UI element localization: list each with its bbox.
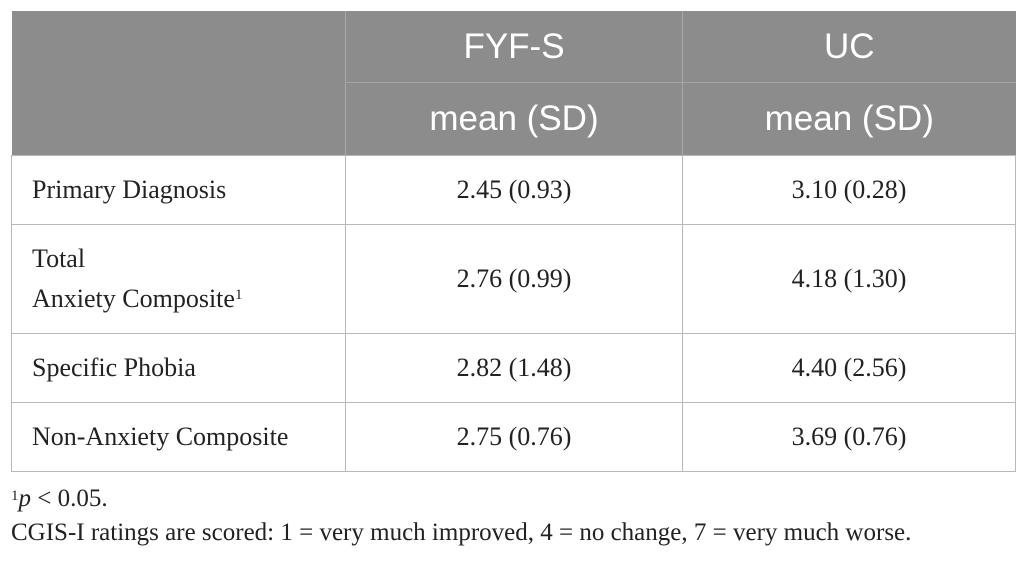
table-row: Non-Anxiety Composite 2.75 (0.76) 3.69 (…	[11, 402, 1016, 472]
uc-value: 3.69 (0.76)	[682, 402, 1016, 472]
table-body: Primary Diagnosis 2.45 (0.93) 3.10 (0.28…	[11, 155, 1016, 472]
header-row-stat: mean (SD) mean (SD)	[11, 82, 1016, 156]
row-label: Non-Anxiety Composite	[11, 402, 346, 472]
row-label: Total Anxiety Composite1	[11, 224, 346, 334]
uc-value: 4.18 (1.30)	[682, 224, 1016, 334]
header-corner-cell	[11, 11, 346, 83]
row-label-line1: Total	[32, 244, 86, 273]
ratings-note: CGIS-I ratings are scored: 1 = very much…	[11, 519, 912, 546]
fyfs-value: 2.76 (0.99)	[345, 224, 683, 334]
table-notes: 1p < 0.05. CGIS-I ratings are scored: 1 …	[11, 482, 1015, 550]
header-uc: UC	[682, 11, 1016, 83]
results-table-container: FYF-S UC mean (SD) mean (SD) Primary Dia…	[11, 11, 1016, 472]
table-row: Total Anxiety Composite1 2.76 (0.99) 4.1…	[11, 224, 1016, 334]
table-header: FYF-S UC mean (SD) mean (SD)	[11, 11, 1016, 156]
header-fyfs: FYF-S	[345, 11, 683, 83]
results-table: FYF-S UC mean (SD) mean (SD) Primary Dia…	[11, 11, 1016, 472]
significance-threshold: < 0.05.	[31, 485, 108, 512]
uc-value: 4.40 (2.56)	[682, 333, 1016, 403]
row-label: Specific Phobia	[11, 333, 346, 403]
header-row-group: FYF-S UC	[11, 11, 1016, 83]
row-label: Primary Diagnosis	[11, 155, 346, 225]
row-label-line2: Anxiety Composite	[32, 284, 235, 313]
footnote-significance: 1p < 0.05.	[11, 482, 1015, 516]
header-uc-stat: mean (SD)	[682, 82, 1016, 156]
header-corner-cell-2	[11, 82, 346, 156]
footnote-marker: 1	[11, 488, 19, 504]
fyfs-value: 2.75 (0.76)	[345, 402, 683, 472]
footnote-marker: 1	[234, 287, 243, 303]
fyfs-value: 2.82 (1.48)	[345, 333, 683, 403]
table-row: Specific Phobia 2.82 (1.48) 4.40 (2.56)	[11, 333, 1016, 403]
fyfs-value: 2.45 (0.93)	[345, 155, 683, 225]
p-symbol: p	[18, 485, 32, 512]
header-fyfs-stat: mean (SD)	[345, 82, 683, 156]
uc-value: 3.10 (0.28)	[682, 155, 1016, 225]
table-row: Primary Diagnosis 2.45 (0.93) 3.10 (0.28…	[11, 155, 1016, 225]
